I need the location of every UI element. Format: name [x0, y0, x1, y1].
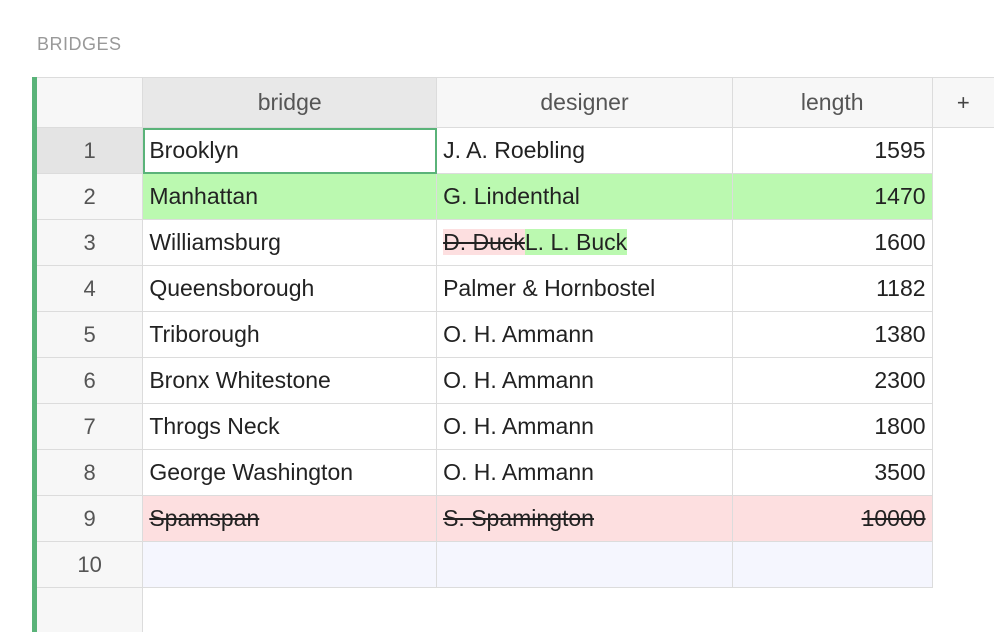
cell-length[interactable] — [731, 541, 933, 588]
added-text: L. L. Buck — [524, 229, 628, 255]
cell-designer[interactable]: S. Spamington — [436, 495, 733, 542]
row-number[interactable]: 6 — [37, 357, 144, 404]
cell-bridge[interactable]: George Washington — [142, 449, 438, 496]
column-header-bridge[interactable]: bridge — [142, 77, 438, 128]
section-title: BRIDGES — [37, 34, 122, 54]
table-row: 4 Queensborough Palmer & Hornbostel 1182 — [37, 265, 994, 312]
table-row-added: 2 Manhattan G. Lindenthal 1470 — [37, 173, 994, 220]
cell-designer[interactable]: O. H. Ammann — [436, 311, 733, 358]
cell-bridge[interactable]: Throgs Neck — [142, 403, 438, 450]
column-header-row: bridge designer length + — [37, 77, 994, 128]
cell-length[interactable]: 1595 — [731, 127, 933, 174]
cell-designer-changed[interactable]: D. DuckL. L. Buck — [436, 219, 733, 266]
table-row-removed: 9 Spamspan S. Spamington 10000 — [37, 495, 994, 542]
cell-bridge[interactable]: Brooklyn — [142, 127, 438, 174]
row-number[interactable]: 5 — [37, 311, 144, 358]
cell-length[interactable]: 1470 — [731, 173, 933, 220]
grid-corner[interactable] — [37, 77, 144, 128]
row-number[interactable]: 7 — [37, 403, 144, 450]
cell-bridge[interactable]: Triborough — [142, 311, 438, 358]
row-number[interactable]: 8 — [37, 449, 144, 496]
cell-bridge[interactable]: Bronx Whitestone — [142, 357, 438, 404]
cell-designer[interactable]: O. H. Ammann — [436, 449, 733, 496]
removed-text: Spamspan — [149, 505, 260, 531]
cell-bridge[interactable] — [142, 541, 438, 588]
row-number[interactable]: 2 — [37, 173, 144, 220]
cell-length[interactable]: 3500 — [731, 449, 933, 496]
removed-text: 10000 — [861, 505, 926, 531]
cell-designer[interactable]: G. Lindenthal — [436, 173, 733, 220]
cell-designer[interactable]: O. H. Ammann — [436, 357, 733, 404]
table-row: 7 Throgs Neck O. H. Ammann 1800 — [37, 403, 994, 450]
column-header-designer[interactable]: designer — [436, 77, 733, 128]
cell-length[interactable]: 1182 — [731, 265, 933, 312]
cell-length[interactable]: 10000 — [731, 495, 933, 542]
cell-bridge[interactable]: Manhattan — [142, 173, 438, 220]
cell-bridge[interactable]: Queensborough — [142, 265, 438, 312]
column-header-length[interactable]: length — [731, 77, 933, 128]
cell-length[interactable]: 1600 — [731, 219, 933, 266]
cell-designer[interactable]: Palmer & Hornbostel — [436, 265, 733, 312]
removed-text: D. Duck — [443, 229, 525, 255]
row-number[interactable]: 1 — [37, 127, 144, 174]
cell-bridge[interactable]: Spamspan — [142, 495, 438, 542]
table-row: 3 Williamsburg D. DuckL. L. Buck 1600 — [37, 219, 994, 266]
table-row: 6 Bronx Whitestone O. H. Ammann 2300 — [37, 357, 994, 404]
cell-designer[interactable] — [436, 541, 733, 588]
cell-designer[interactable]: O. H. Ammann — [436, 403, 733, 450]
data-grid: bridge designer length + 1 Brooklyn J. A… — [37, 77, 994, 588]
cell-length[interactable]: 1380 — [731, 311, 933, 358]
removed-text: S. Spamington — [443, 505, 594, 531]
active-section-indicator — [32, 77, 37, 632]
cell-designer[interactable]: J. A. Roebling — [436, 127, 733, 174]
row-number[interactable]: 10 — [37, 541, 144, 588]
cell-length[interactable]: 1800 — [731, 403, 933, 450]
cell-bridge[interactable]: Williamsburg — [142, 219, 438, 266]
add-column-button[interactable]: + — [931, 77, 994, 128]
table-row-new: 10 — [37, 541, 994, 588]
table-row: 8 George Washington O. H. Ammann 3500 — [37, 449, 994, 496]
row-number[interactable]: 9 — [37, 495, 144, 542]
row-number[interactable]: 3 — [37, 219, 144, 266]
row-number[interactable]: 4 — [37, 265, 144, 312]
cell-length[interactable]: 2300 — [731, 357, 933, 404]
table-row: 5 Triborough O. H. Ammann 1380 — [37, 311, 994, 358]
table-row: 1 Brooklyn J. A. Roebling 1595 — [37, 127, 994, 174]
